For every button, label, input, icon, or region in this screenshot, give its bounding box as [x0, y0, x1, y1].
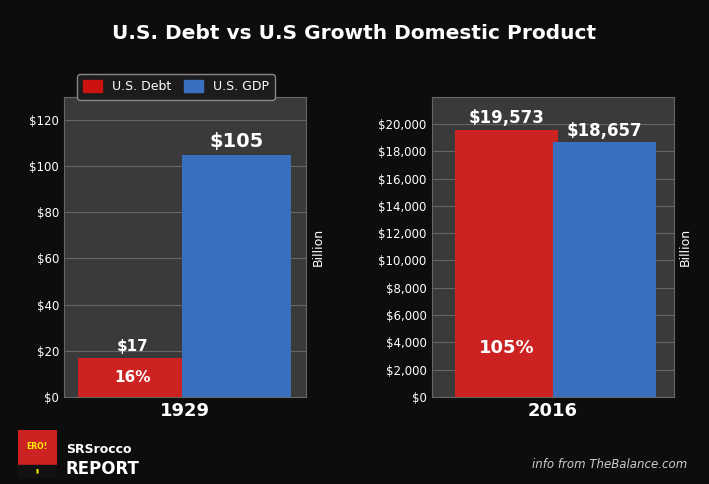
Bar — [454, 130, 558, 397]
Text: $105: $105 — [210, 132, 264, 151]
Bar — [18, 465, 57, 478]
Legend: U.S. Debt, U.S. GDP: U.S. Debt, U.S. GDP — [77, 74, 275, 100]
Text: $18,657: $18,657 — [566, 121, 642, 140]
Text: info from TheBalance.com: info from TheBalance.com — [532, 458, 688, 471]
Text: REPORT: REPORT — [66, 460, 140, 479]
Text: $19,573: $19,573 — [469, 109, 545, 127]
Bar — [552, 142, 657, 397]
Text: $17: $17 — [117, 339, 149, 354]
Text: 16%: 16% — [115, 370, 151, 385]
Text: 105%: 105% — [479, 339, 535, 357]
Y-axis label: Billion: Billion — [311, 228, 324, 266]
Y-axis label: Billion: Billion — [679, 228, 692, 266]
Text: ERO!: ERO! — [27, 442, 48, 451]
Text: SRSrocco: SRSrocco — [66, 443, 131, 455]
Bar — [78, 358, 188, 397]
Bar — [182, 154, 291, 397]
Text: ▮: ▮ — [35, 469, 39, 474]
Text: U.S. Debt vs U.S Growth Domestic Product: U.S. Debt vs U.S Growth Domestic Product — [113, 24, 596, 44]
